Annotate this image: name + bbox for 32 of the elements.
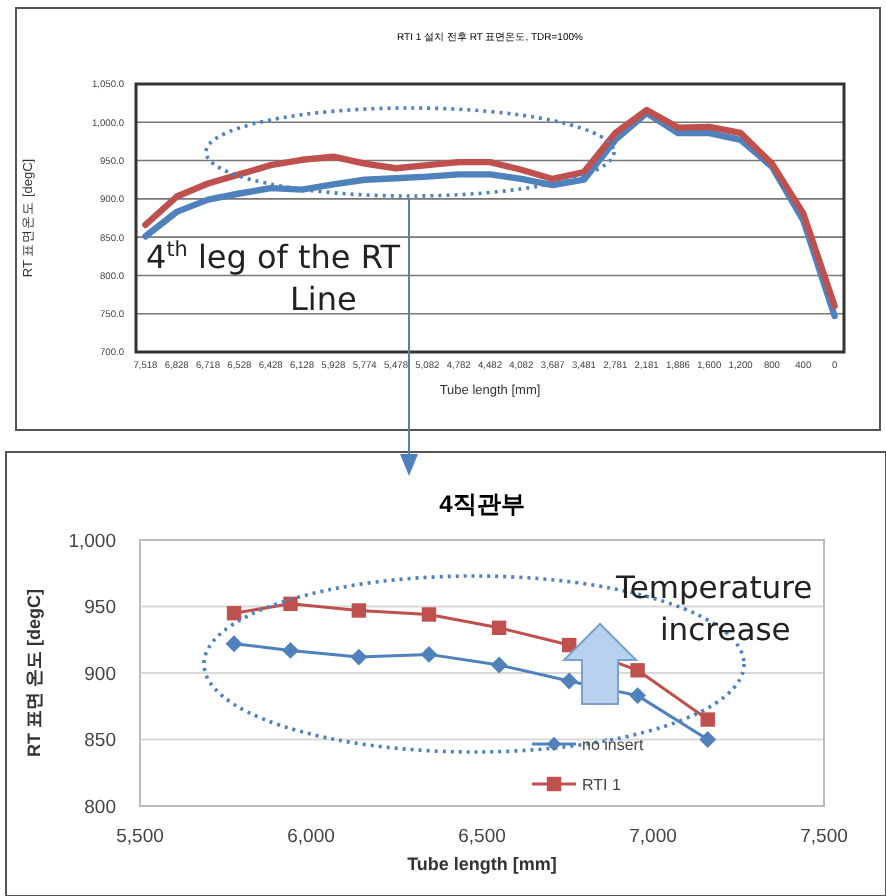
point (630, 663, 645, 678)
x-tick-label: 7,000 (629, 826, 677, 848)
y-axis-title: RT 표면 온도 [degC] (24, 589, 44, 757)
x-tick-label: 7,500 (800, 826, 848, 848)
point (226, 605, 242, 621)
x-tick-label: 5,500 (116, 826, 164, 848)
legend-label: RTI 1 (582, 775, 622, 794)
point (699, 731, 717, 748)
point (629, 687, 647, 705)
x-axis-title: Tube length [mm] (407, 854, 557, 874)
annotation: 4$^{th}$ leg of the RT Line (146, 238, 401, 318)
point (283, 596, 298, 612)
point (421, 607, 437, 622)
y-tick-label: 1,000 (68, 530, 116, 553)
point (490, 656, 508, 674)
point (225, 635, 243, 653)
x-tick-label: 6,000 (287, 826, 335, 848)
point (560, 672, 578, 690)
point (282, 641, 299, 659)
y-tick-label: 950 (84, 597, 116, 620)
legend-label: no insert (582, 735, 645, 754)
x-tick-label: 6,500 (458, 826, 506, 848)
point (420, 645, 438, 663)
point (350, 648, 368, 666)
point (700, 712, 715, 727)
annotation: Temperature increase (614, 570, 813, 648)
y-tick-label: 900 (84, 663, 116, 686)
chart-title: 4직관부 (439, 490, 525, 518)
y-tick-label: 800 (84, 796, 116, 819)
y-tick-label: 850 (84, 730, 116, 753)
point (351, 603, 367, 618)
point (491, 620, 507, 635)
